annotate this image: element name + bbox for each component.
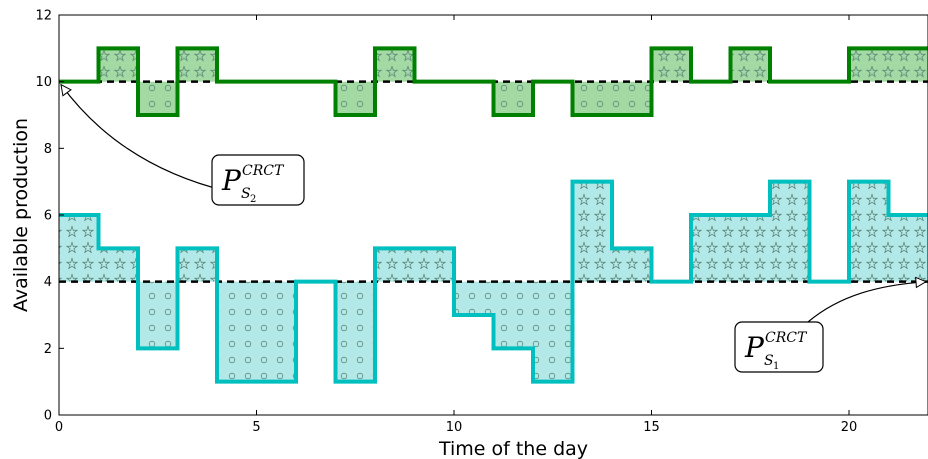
hatch-s2-3: [177, 48, 217, 82]
hatch-s1-8: [375, 248, 415, 282]
hatch-s1-21: [888, 215, 928, 282]
hatch-s1-18: [770, 181, 810, 282]
step-line-s2: [59, 46, 928, 117]
hatch-s2-11: [493, 81, 533, 115]
hatch-s1-7: [335, 281, 375, 382]
hatch-s1-2: [138, 281, 178, 349]
annotation-main-1: P: [221, 164, 242, 197]
hatch-s1-5: [256, 281, 296, 382]
annotation-subsub-2: 1: [773, 361, 779, 372]
x-tick-label-5: 5: [252, 420, 260, 435]
hatch-s1-16: [691, 215, 731, 282]
x-tick-label-10: 10: [446, 420, 463, 435]
annotation-2: P CRCT S 1: [734, 282, 926, 373]
hatch-s1-20: [849, 181, 889, 282]
hatch-s1-3: [177, 248, 217, 282]
y-tick-label-0: 0: [44, 409, 52, 424]
step-line-s1: [59, 179, 928, 384]
series-s2: [59, 46, 928, 117]
hatch-s1-12: [533, 281, 573, 382]
annotation-box-1: [211, 154, 305, 206]
hatch-s1-0: [59, 215, 99, 282]
hatch-s1-17: [730, 215, 770, 282]
y-tick-label-6: 6: [44, 209, 52, 224]
annotation-box-2: [734, 321, 824, 373]
y-tick-label-4: 4: [44, 275, 52, 290]
annotation-sub-1: S: [241, 186, 251, 202]
hatch-s2-8: [375, 48, 415, 82]
hatch-s2-14: [612, 81, 652, 115]
x-axis-label: Time of the day: [438, 438, 588, 459]
hatch-s1-10: [454, 281, 494, 315]
hatch-s2-13: [572, 81, 612, 115]
hatch-s2-17: [730, 48, 770, 82]
y-tick-label-8: 8: [44, 142, 52, 157]
series-s1: [59, 179, 928, 384]
hatch-s1-9: [414, 248, 454, 282]
y-axis-label: Available production: [10, 118, 32, 312]
annotation-main-2: P: [744, 331, 765, 364]
annotation-subsub-1: 2: [250, 194, 256, 205]
annotation-sup-1: CRCT: [242, 163, 285, 179]
hatch-s1-13: [572, 181, 612, 282]
hatch-s2-2: [138, 81, 178, 115]
y-tick-label-2: 2: [44, 342, 52, 357]
plot-area: [59, 46, 928, 384]
hatch-s1-11: [493, 281, 533, 349]
hatch-s2-1: [98, 48, 138, 82]
hatch-s1-4: [217, 281, 257, 382]
hatch-s1-1: [98, 248, 138, 282]
annotation-arrow-1: [61, 85, 227, 192]
x-tick-label-20: 20: [841, 420, 858, 435]
x-tick-label-15: 15: [643, 420, 660, 435]
y-tick-label-12: 12: [35, 9, 52, 24]
hatch-s2-15: [651, 48, 691, 82]
annotation-sub-2: S: [764, 353, 774, 369]
y-tick-label-10: 10: [35, 75, 52, 90]
hatch-s2-21: [888, 48, 928, 82]
x-tick-label-0: 0: [55, 420, 63, 435]
annotation-arrow-2: [807, 282, 926, 323]
annotation-sup-2: CRCT: [765, 330, 808, 346]
hatch-s2-20: [849, 48, 889, 82]
hatch-s1-14: [612, 248, 652, 282]
hatch-s2-7: [335, 81, 375, 115]
annotation-1: P CRCT S 2: [61, 85, 305, 206]
